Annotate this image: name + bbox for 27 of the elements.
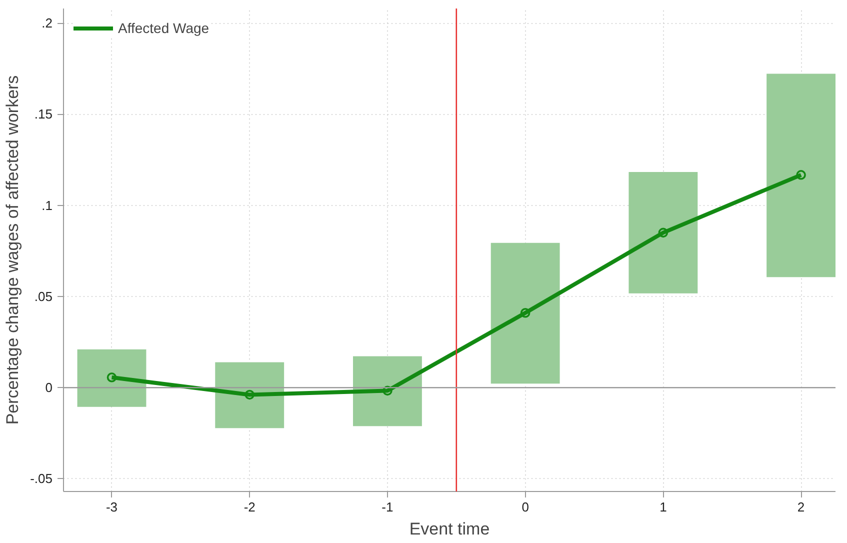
- legend-label: Affected Wage: [118, 20, 210, 36]
- point: [796, 170, 806, 180]
- point: [520, 308, 530, 318]
- point: [106, 372, 117, 382]
- bar: [353, 356, 422, 426]
- point: [658, 228, 668, 238]
- bar: [215, 362, 284, 428]
- point: [382, 386, 392, 396]
- y-tick-label: .1: [42, 198, 52, 213]
- bar: [490, 242, 560, 384]
- point: [244, 390, 255, 400]
- x-tick-label: -1: [382, 500, 394, 514]
- x-tick-label: 1: [660, 500, 667, 514]
- y-tick-label: .2: [42, 16, 52, 31]
- x-tick-label: 0: [522, 500, 529, 514]
- bar: [766, 74, 836, 278]
- x-axis-title: Event time: [409, 520, 490, 538]
- x-tick-label: -2: [244, 500, 256, 514]
- x-tick-label: 2: [797, 500, 805, 514]
- bar: [77, 349, 146, 407]
- bar: [628, 172, 698, 294]
- y-tick-label: -.05: [30, 471, 53, 486]
- y-tick-label: 0: [45, 380, 53, 396]
- y-axis-title: Percentage change wages of affected workers: [3, 75, 22, 425]
- x-tick-label: -3: [106, 500, 118, 514]
- y-tick-label: .15: [34, 106, 53, 122]
- y-tick-label: .05: [34, 288, 53, 304]
